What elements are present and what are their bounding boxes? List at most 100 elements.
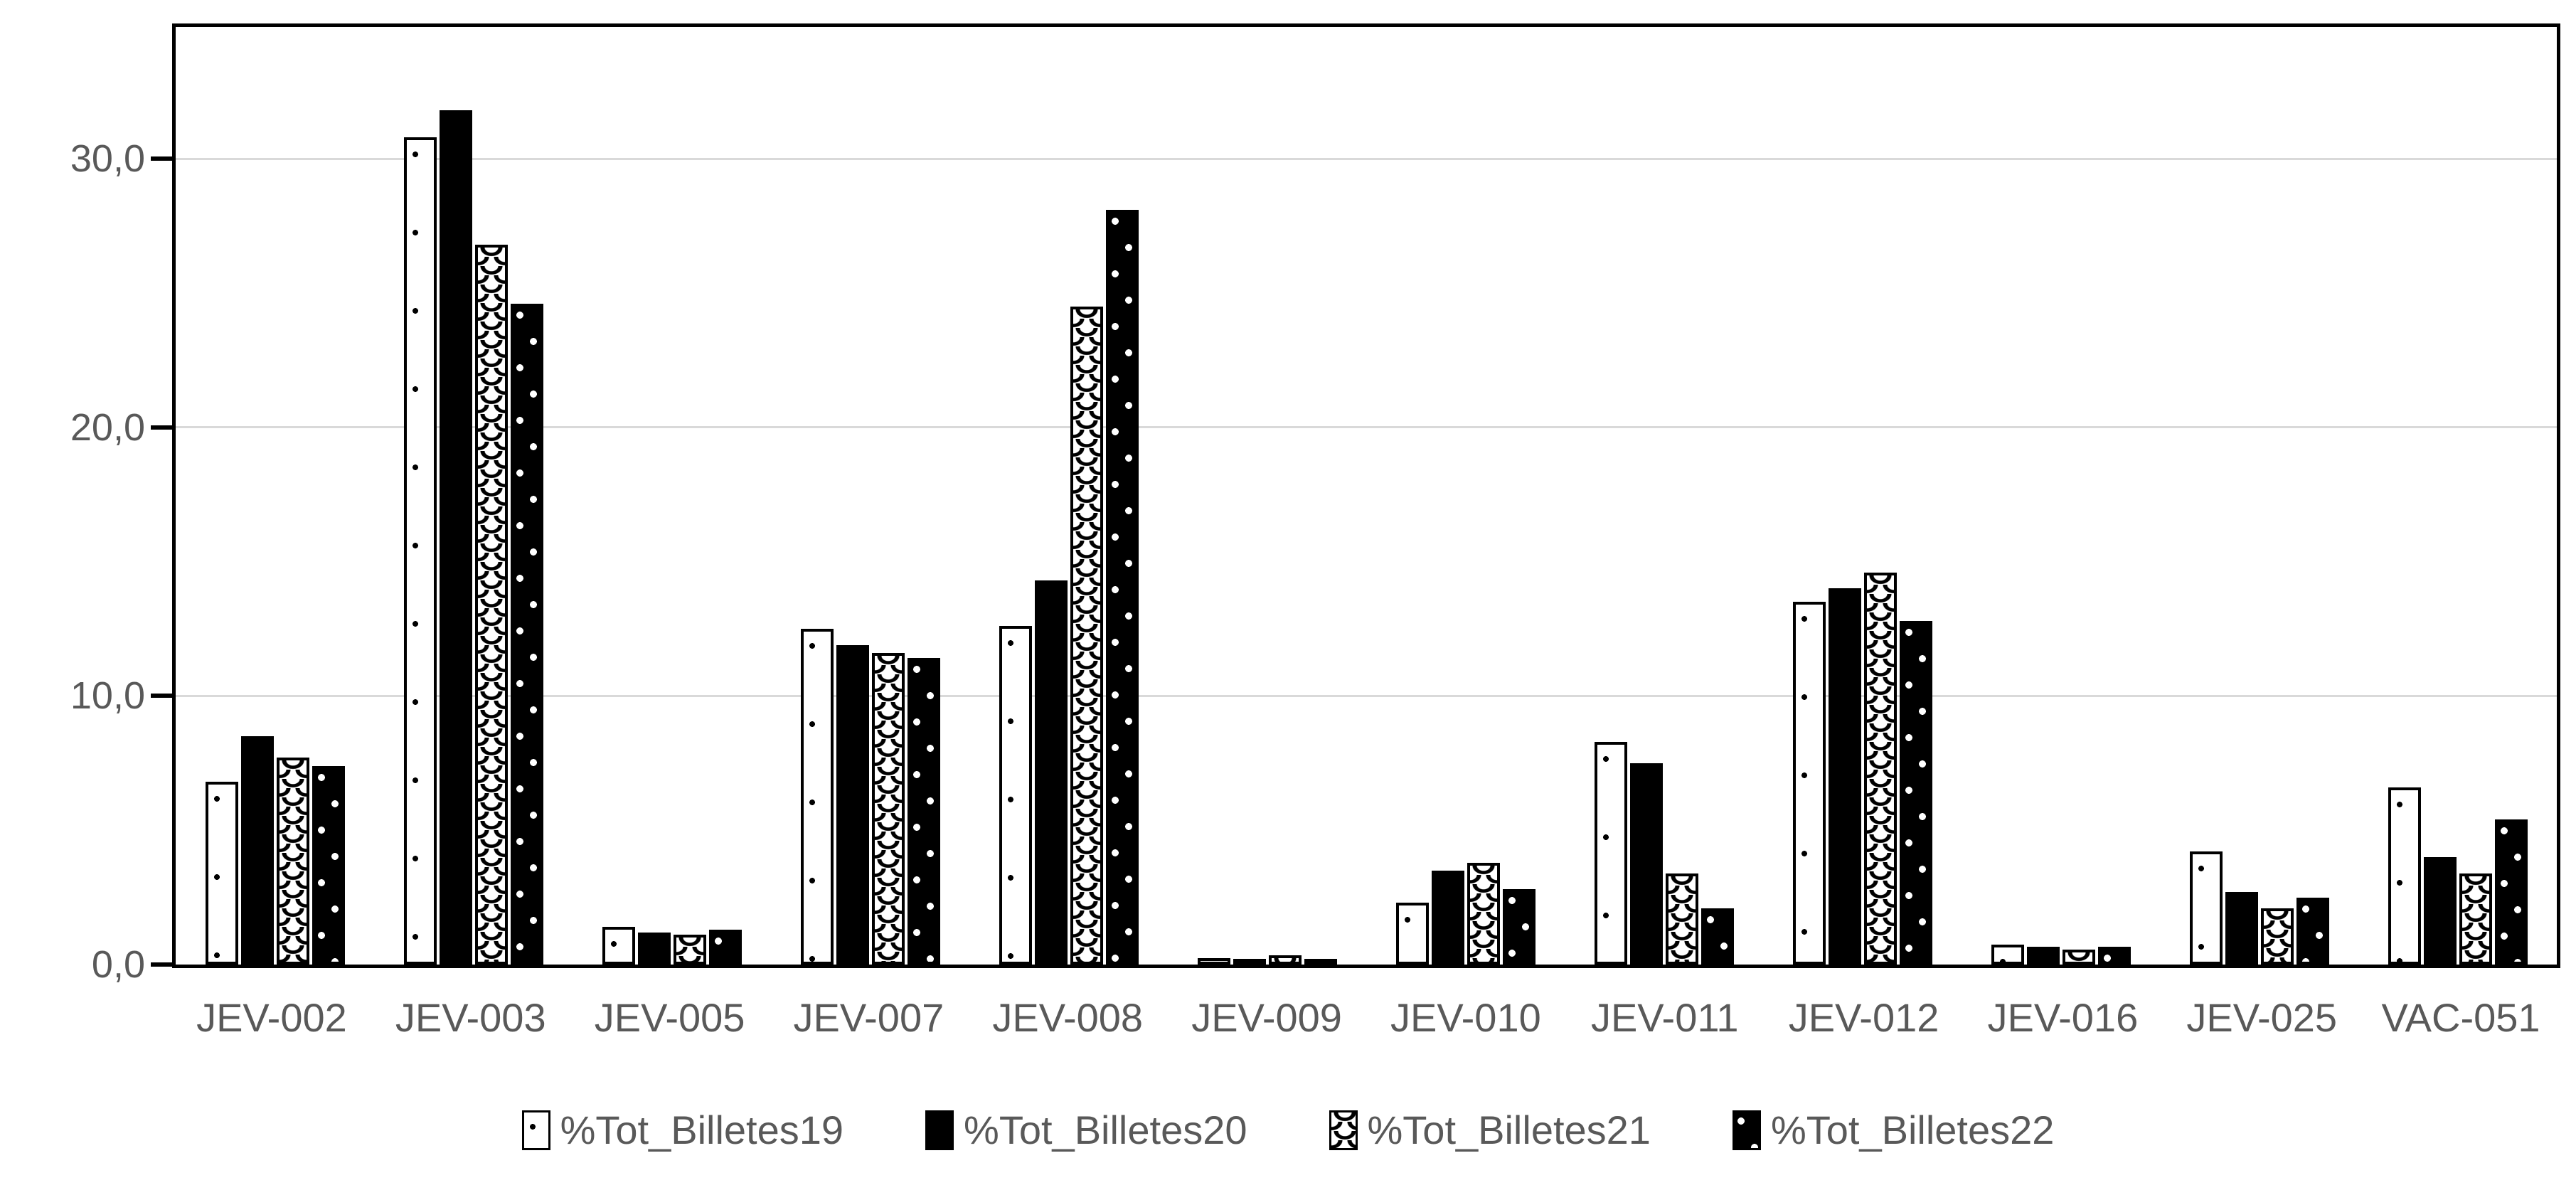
bar-%Tot_Billetes22-JEV-012 bbox=[1899, 620, 1932, 965]
bar-%Tot_Billetes22-JEV-016 bbox=[2097, 947, 2131, 965]
bar-%Tot_Billetes22-JEV-007 bbox=[907, 658, 940, 965]
bar-%Tot_Billetes22-JEV-005 bbox=[708, 929, 742, 965]
x-category-label: VAC-051 bbox=[2381, 995, 2540, 1040]
bar-%Tot_Billetes22-JEV-003 bbox=[510, 303, 543, 965]
bar-%Tot_Billetes19-VAC-051 bbox=[2388, 787, 2421, 965]
legend-item-%Tot_Billetes19: %Tot_Billetes19 bbox=[521, 1107, 844, 1153]
bar-%Tot_Billetes19-JEV-016 bbox=[1991, 944, 2024, 965]
gridline bbox=[176, 694, 2557, 697]
bar-%Tot_Billetes19-JEV-005 bbox=[602, 927, 635, 965]
legend-swatch-icon bbox=[1732, 1110, 1761, 1150]
bar-group-JEV-011 bbox=[1565, 27, 1763, 965]
legend-item-%Tot_Billetes21: %Tot_Billetes21 bbox=[1329, 1107, 1651, 1153]
legend-swatch-icon bbox=[1329, 1110, 1358, 1150]
bar-%Tot_Billetes21-JEV-009 bbox=[1268, 955, 1302, 965]
bar-group-JEV-008 bbox=[969, 27, 1168, 965]
y-tick-label: 30,0 bbox=[70, 137, 145, 181]
bar-%Tot_Billetes20-JEV-008 bbox=[1034, 580, 1068, 965]
bar-%Tot_Billetes19-JEV-002 bbox=[205, 782, 238, 965]
y-tick-mark bbox=[151, 962, 172, 967]
bar-group-VAC-051 bbox=[2358, 27, 2557, 965]
bar-%Tot_Billetes21-VAC-051 bbox=[2459, 873, 2492, 965]
bar-%Tot_Billetes22-JEV-009 bbox=[1304, 959, 1337, 965]
bar-%Tot_Billetes20-JEV-005 bbox=[637, 932, 671, 965]
bar-group-JEV-003 bbox=[374, 27, 573, 965]
bar-%Tot_Billetes22-JEV-008 bbox=[1105, 209, 1139, 965]
bar-group-JEV-009 bbox=[1168, 27, 1366, 965]
legend-swatch-icon bbox=[521, 1110, 550, 1150]
x-category-label: JEV-011 bbox=[1590, 995, 1739, 1040]
x-category-label: JEV-003 bbox=[395, 995, 546, 1040]
bar-%Tot_Billetes20-JEV-025 bbox=[2225, 892, 2258, 965]
x-category-label: JEV-005 bbox=[594, 995, 745, 1040]
bar-%Tot_Billetes20-JEV-012 bbox=[1828, 588, 1861, 965]
bar-group-JEV-005 bbox=[573, 27, 771, 965]
bar-%Tot_Billetes19-JEV-025 bbox=[2189, 851, 2223, 965]
bar-%Tot_Billetes21-JEV-002 bbox=[276, 758, 309, 965]
x-category-label: JEV-009 bbox=[1191, 995, 1342, 1040]
bar-%Tot_Billetes22-JEV-010 bbox=[1502, 889, 1536, 965]
bar-%Tot_Billetes20-VAC-051 bbox=[2423, 856, 2457, 965]
bar-%Tot_Billetes20-JEV-003 bbox=[439, 110, 472, 965]
bar-%Tot_Billetes21-JEV-012 bbox=[1863, 572, 1897, 965]
bar-%Tot_Billetes21-JEV-011 bbox=[1665, 873, 1698, 965]
bar-%Tot_Billetes19-JEV-007 bbox=[800, 628, 834, 965]
bar-%Tot_Billetes21-JEV-025 bbox=[2260, 908, 2294, 965]
bar-%Tot_Billetes22-JEV-002 bbox=[312, 765, 345, 965]
bar-%Tot_Billetes22-VAC-051 bbox=[2494, 819, 2528, 965]
bar-%Tot_Billetes21-JEV-016 bbox=[2062, 950, 2095, 965]
bar-%Tot_Billetes22-JEV-025 bbox=[2296, 897, 2329, 965]
gridline bbox=[176, 157, 2557, 160]
bar-%Tot_Billetes21-JEV-010 bbox=[1467, 862, 1500, 965]
bar-%Tot_Billetes19-JEV-009 bbox=[1197, 957, 1230, 965]
bar-group-JEV-010 bbox=[1366, 27, 1565, 965]
y-tick-label: 0,0 bbox=[91, 943, 145, 986]
bar-group-JEV-007 bbox=[771, 27, 969, 965]
x-category-label: JEV-012 bbox=[1788, 995, 1939, 1040]
bar-group-JEV-002 bbox=[176, 27, 374, 965]
bar-%Tot_Billetes21-JEV-003 bbox=[474, 244, 508, 965]
legend-item-%Tot_Billetes20: %Tot_Billetes20 bbox=[925, 1107, 1247, 1153]
bar-%Tot_Billetes20-JEV-002 bbox=[240, 736, 274, 965]
bar-groups bbox=[176, 27, 2557, 965]
y-tick-label: 10,0 bbox=[70, 674, 145, 718]
legend-label: %Tot_Billetes22 bbox=[1770, 1108, 2055, 1152]
bar-%Tot_Billetes19-JEV-003 bbox=[403, 137, 437, 965]
legend: %Tot_Billetes19 %Tot_Billetes20 %Tot_Bille… bbox=[0, 1107, 2576, 1153]
x-category-label: JEV-008 bbox=[992, 995, 1144, 1040]
y-tick-label: 20,0 bbox=[70, 405, 145, 449]
bar-%Tot_Billetes19-JEV-012 bbox=[1792, 602, 1826, 965]
legend-item-%Tot_Billetes22: %Tot_Billetes22 bbox=[1732, 1107, 2055, 1153]
bar-%Tot_Billetes22-JEV-011 bbox=[1701, 908, 1734, 965]
gridline bbox=[176, 426, 2557, 429]
x-category-label: JEV-007 bbox=[793, 995, 944, 1040]
bar-%Tot_Billetes20-JEV-007 bbox=[836, 644, 869, 965]
bar-%Tot_Billetes20-JEV-011 bbox=[1629, 763, 1663, 965]
x-category-label: JEV-002 bbox=[196, 995, 347, 1040]
x-category-label: JEV-016 bbox=[1987, 995, 2139, 1040]
legend-swatch-icon bbox=[925, 1110, 954, 1150]
bar-group-JEV-025 bbox=[2160, 27, 2358, 965]
bar-%Tot_Billetes20-JEV-010 bbox=[1431, 870, 1464, 965]
y-tick-mark bbox=[151, 425, 172, 430]
x-category-label: JEV-025 bbox=[2186, 995, 2338, 1040]
bar-%Tot_Billetes21-JEV-007 bbox=[871, 652, 905, 965]
legend-label: %Tot_Billetes19 bbox=[560, 1108, 844, 1152]
x-category-label: JEV-010 bbox=[1390, 995, 1541, 1040]
y-tick-mark bbox=[151, 694, 172, 699]
bar-%Tot_Billetes21-JEV-005 bbox=[673, 935, 706, 965]
bar-group-JEV-012 bbox=[1763, 27, 1962, 965]
legend-label: %Tot_Billetes20 bbox=[964, 1108, 1247, 1152]
bar-%Tot_Billetes19-JEV-008 bbox=[999, 626, 1032, 965]
legend-label: %Tot_Billetes21 bbox=[1367, 1108, 1651, 1152]
x-axis-labels: JEV-002 JEV-003 JEV-005 JEV-007 JEV-008 JEV-0… bbox=[172, 994, 2560, 1041]
plot-area bbox=[172, 23, 2560, 968]
bar-%Tot_Billetes19-JEV-010 bbox=[1395, 903, 1429, 965]
bar-group-JEV-016 bbox=[1962, 27, 2160, 965]
y-tick-mark bbox=[151, 156, 172, 161]
bar-%Tot_Billetes20-JEV-009 bbox=[1233, 959, 1266, 965]
bar-%Tot_Billetes19-JEV-011 bbox=[1594, 741, 1627, 965]
bar-%Tot_Billetes21-JEV-008 bbox=[1070, 306, 1103, 965]
bar-%Tot_Billetes20-JEV-016 bbox=[2026, 947, 2060, 965]
